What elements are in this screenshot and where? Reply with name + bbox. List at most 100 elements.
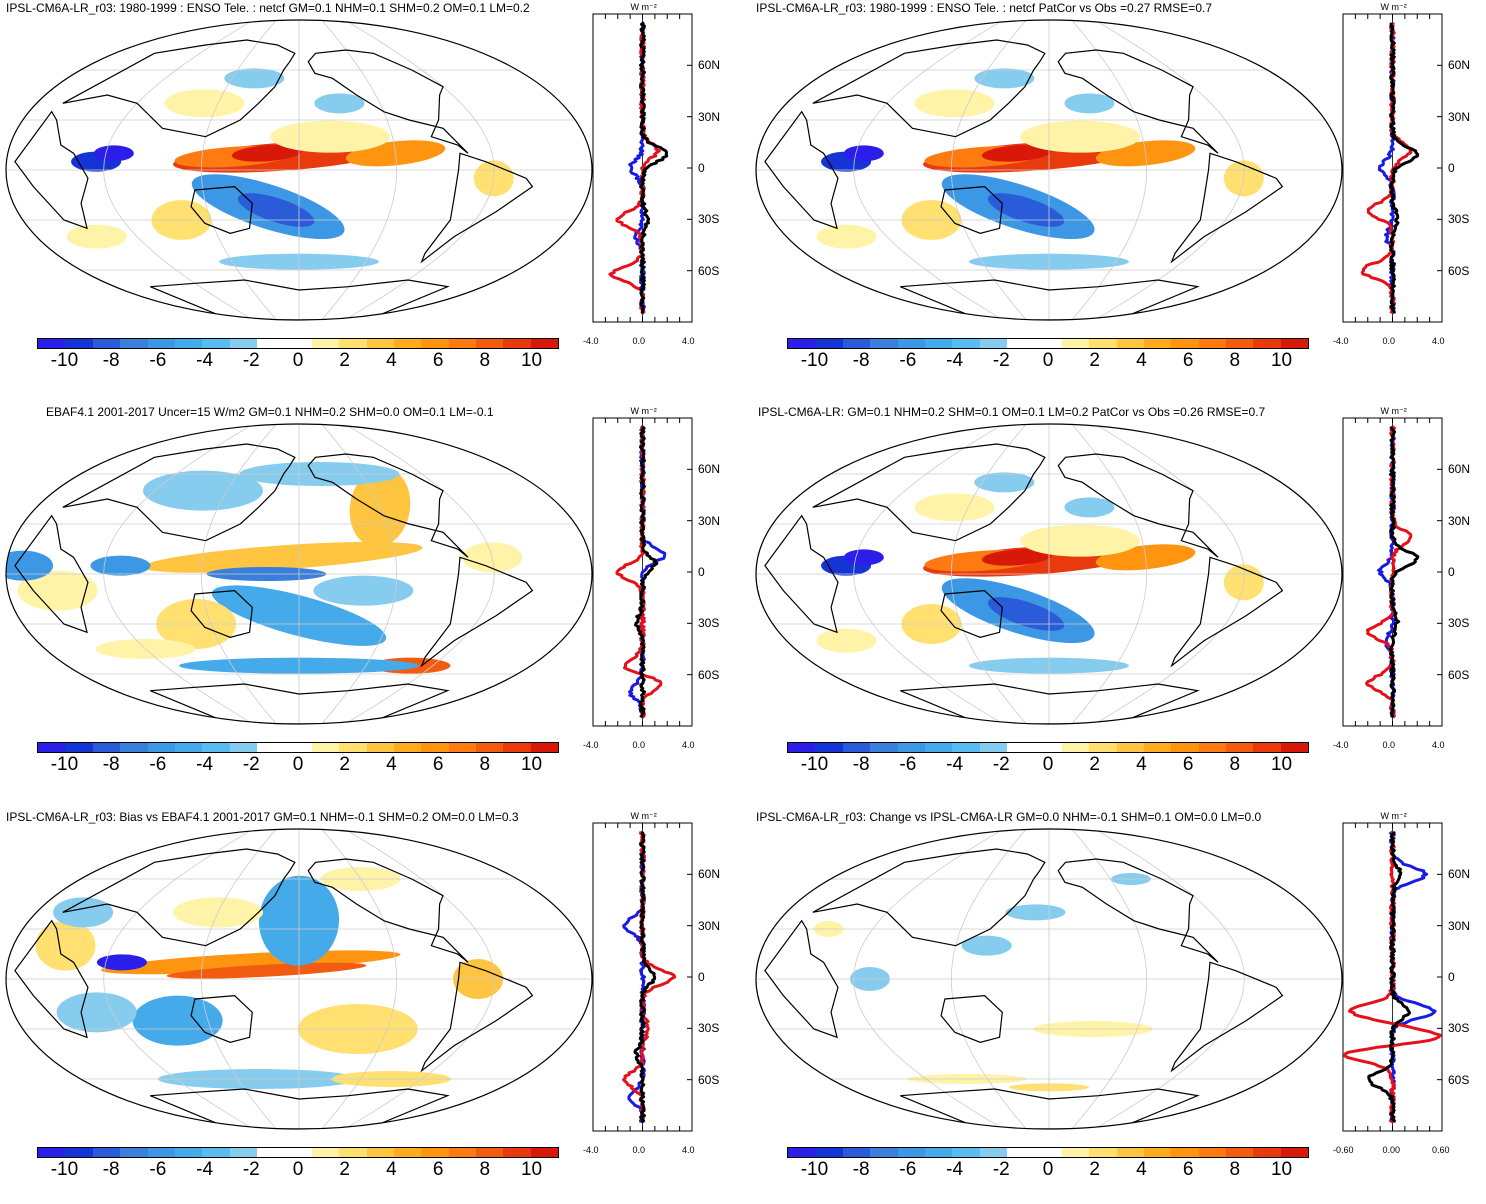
colorbar-swatch <box>202 339 230 348</box>
colorbar-swatch <box>870 1148 898 1157</box>
profile-xtick-label: 0.00 <box>1382 1145 1401 1155</box>
continent-north-america <box>1057 49 1219 154</box>
graticule-lon <box>344 424 495 724</box>
field-anomaly <box>981 144 1052 162</box>
colorbar-label: 6 <box>1182 1159 1194 1180</box>
colorbar <box>37 1147 559 1158</box>
map-border <box>5 423 593 725</box>
colorbar-label: -6 <box>149 1159 167 1180</box>
field-anomaly <box>914 493 995 522</box>
continent-antarctica <box>150 1088 450 1129</box>
colorbar-swatch <box>120 1148 148 1157</box>
continent-australia <box>940 995 1003 1043</box>
continent-antarctica <box>150 279 450 320</box>
latitude-label: 0 <box>698 161 705 175</box>
profile-xtick-label: -4.0 <box>583 1145 599 1155</box>
colorbar-label: -2 <box>242 754 260 775</box>
graticule-lon <box>344 20 495 320</box>
map-svg <box>5 417 693 727</box>
colorbar-swatch <box>815 1148 843 1157</box>
colorbar <box>787 338 1309 349</box>
profile-xtick-label: 4.0 <box>1432 336 1445 346</box>
field-anomaly <box>843 145 884 162</box>
graticule-lon <box>853 829 1004 1129</box>
profile-units-label: W m⁻² <box>630 811 657 821</box>
field-anomaly <box>1020 120 1141 153</box>
panel-title: IPSL-CM6A-LR: GM=0.1 NHM=0.2 SHM=0.1 OM=… <box>758 405 1266 419</box>
continent-australia <box>190 186 253 234</box>
panel-3: EBAF4.1 2001-2017 Uncer=15 W/m2 GM=0.1 N… <box>0 404 743 799</box>
continent-south-america <box>420 152 534 264</box>
colorbar-label: -4 <box>196 350 214 371</box>
colorbar-swatch <box>65 1148 93 1157</box>
colorbar-label: -10 <box>50 350 79 371</box>
colorbar-label: 8 <box>479 350 491 371</box>
panel-5: IPSL-CM6A-LR_r03: Bias vs EBAF4.1 2001-2… <box>0 809 743 1204</box>
graticule-lon <box>853 20 1004 320</box>
map-border <box>755 423 1343 725</box>
panel-title: IPSL-CM6A-LR_r03: 1980-1999 : ENSO Tele.… <box>756 1 1212 15</box>
field-anomaly <box>816 628 877 653</box>
zonal-profile <box>592 13 693 323</box>
colorbar-swatch <box>1226 743 1254 752</box>
colorbar <box>37 742 559 753</box>
continent-north-america <box>307 453 469 558</box>
map-field <box>6 20 592 320</box>
panel-1: IPSL-CM6A-LR_r03: 1980-1999 : ENSO Tele.… <box>0 0 743 395</box>
colorbar-label: 0 <box>1042 350 1054 371</box>
field-anomaly <box>981 548 1052 566</box>
latitude-label: 60N <box>698 462 721 477</box>
colorbar-swatch <box>815 339 843 348</box>
colorbar-label: -10 <box>800 1159 829 1180</box>
continent-australia <box>190 995 253 1043</box>
continent-north-america <box>307 858 469 963</box>
profile-units-label: W m⁻² <box>1380 406 1407 416</box>
colorbar-swatch <box>1226 339 1254 348</box>
panel-title: IPSL-CM6A-LR_r03: Change vs IPSL-CM6A-LR… <box>756 810 1262 824</box>
profile-black-line <box>1389 425 1420 719</box>
colorbar-swatch <box>65 743 93 752</box>
colorbar-swatch <box>924 339 953 348</box>
field-anomaly <box>132 995 223 1046</box>
colorbar-label: 10 <box>1270 350 1293 371</box>
colorbar-swatch <box>38 743 66 752</box>
graticule-lon <box>950 20 1027 320</box>
colorbar-swatch <box>503 339 531 348</box>
graticule-lon <box>1094 424 1245 724</box>
colorbar-label: 4 <box>1136 350 1147 371</box>
colorbar-swatch <box>448 743 476 752</box>
field-anomaly <box>164 89 245 118</box>
profile-units-label: W m⁻² <box>630 406 657 416</box>
profile-black-line <box>1367 831 1412 1123</box>
colorbar-label: 4 <box>386 754 397 775</box>
colorbar-swatch <box>979 1148 1007 1157</box>
colorbar-label: -8 <box>102 1159 120 1180</box>
colorbar-swatch <box>421 743 449 752</box>
colorbar <box>37 338 559 349</box>
colorbar-label: 2 <box>1089 350 1100 371</box>
colorbar-swatch <box>1143 339 1172 348</box>
field-anomaly <box>166 962 367 979</box>
zonal-profile <box>592 417 693 727</box>
colorbar-swatch <box>530 1148 559 1157</box>
colorbar-swatch <box>979 339 1007 348</box>
colorbar-swatch <box>92 339 121 348</box>
profile-xtick-label: 4.0 <box>682 740 695 750</box>
panel-6: IPSL-CM6A-LR_r03: Change vs IPSL-CM6A-LR… <box>750 809 1486 1204</box>
latitude-label: 60S <box>1448 263 1470 278</box>
profile-black-line <box>1389 22 1420 314</box>
colorbar-swatch <box>1280 339 1309 348</box>
colorbar-swatch <box>1034 1148 1062 1157</box>
colorbar-label: 0 <box>1042 1159 1054 1180</box>
colorbar-swatch <box>1007 1148 1035 1157</box>
field-anomaly <box>1020 524 1141 557</box>
latitude-label: 0 <box>1448 970 1455 984</box>
field-anomaly <box>53 897 114 928</box>
latitude-label: 0 <box>1448 161 1455 175</box>
latitude-label: 30S <box>1448 1021 1470 1036</box>
colorbar-swatch <box>92 743 121 752</box>
colorbar-swatch <box>788 1148 816 1157</box>
field-anomaly <box>224 68 285 89</box>
field-anomaly <box>843 549 884 566</box>
map-border <box>755 828 1343 1130</box>
